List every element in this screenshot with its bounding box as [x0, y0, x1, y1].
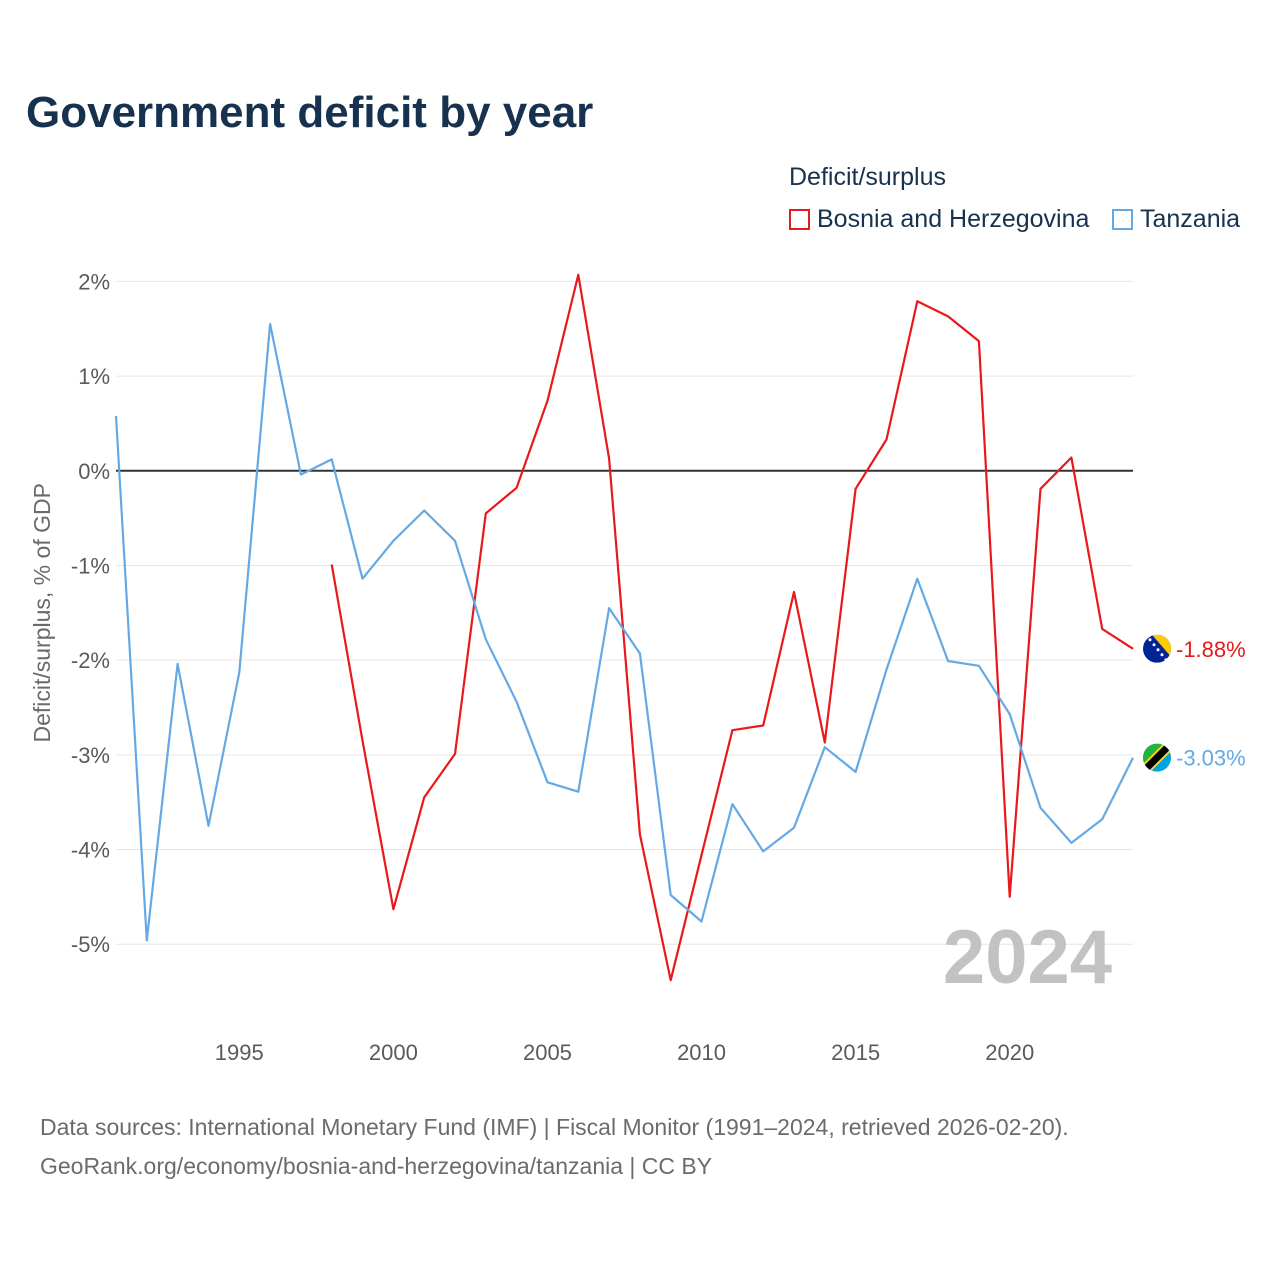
- tanzania-flag-icon: [1143, 743, 1171, 772]
- y-tick-label: -2%: [71, 648, 110, 673]
- year-watermark: 2024: [943, 915, 1112, 1000]
- bosnia-flag-icon: [1143, 634, 1171, 663]
- y-tick-label: -5%: [71, 932, 110, 957]
- legend-title: Deficit/surplus: [789, 163, 946, 191]
- legend-label-bosnia: Bosnia and Herzegovina: [817, 205, 1090, 233]
- legend-label-tanzania: Tanzania: [1140, 205, 1241, 233]
- y-tick-label: 1%: [78, 364, 110, 389]
- series-lines: [114, 273, 1134, 982]
- series-endpoints: -1.88% -3.03%: [1143, 634, 1246, 772]
- x-tick-label: 2005: [523, 1040, 572, 1065]
- end-label-bosnia: -1.88%: [1176, 637, 1246, 662]
- x-tick-label: 2020: [985, 1040, 1034, 1065]
- x-tick-label: 2015: [831, 1040, 880, 1065]
- series-line-tanzania: [114, 322, 1134, 942]
- y-tick-label: -3%: [71, 743, 110, 768]
- source-line-data: Data sources: International Monetary Fun…: [40, 1114, 1069, 1140]
- endpoint-tanzania: [1143, 743, 1171, 772]
- source-note: Data sources: International Monetary Fun…: [40, 1108, 1069, 1186]
- chart-title: Government deficit by year: [26, 88, 594, 137]
- y-tick-label: 2%: [78, 269, 110, 294]
- gridlines: [116, 280, 1133, 945]
- end-label-tanzania: -3.03%: [1176, 746, 1246, 771]
- x-tick-label: 1995: [215, 1040, 264, 1065]
- y-tick-label: 0%: [78, 459, 110, 484]
- x-tick-label: 2000: [369, 1040, 418, 1065]
- x-axis-ticks: 1995 2000 2005 2010 2015 2020: [215, 1040, 1034, 1065]
- legend-swatch-tanzania: [1112, 209, 1133, 230]
- endpoint-bosnia: [1143, 634, 1171, 663]
- y-axis-title: Deficit/surplus, % of GDP: [29, 483, 55, 742]
- source-line-url[interactable]: GeoRank.org/economy/bosnia-and-herzegovi…: [40, 1153, 713, 1179]
- legend-item-tanzania[interactable]: Tanzania: [1112, 205, 1240, 234]
- legend-swatch-bosnia: [789, 209, 810, 230]
- y-tick-label: -4%: [71, 838, 110, 863]
- x-tick-label: 2010: [677, 1040, 726, 1065]
- legend-item-bosnia[interactable]: Bosnia and Herzegovina: [789, 205, 1089, 234]
- y-axis-ticks: 2% 1% 0% -1% -2% -3% -4% -5%: [71, 269, 110, 957]
- series-line-bosnia: [330, 273, 1134, 982]
- y-tick-label: -1%: [71, 553, 110, 578]
- line-chart: 2% 1% 0% -1% -2% -3% -4% -5% 1995 2000 2005 2010 20…: [29, 269, 1246, 1065]
